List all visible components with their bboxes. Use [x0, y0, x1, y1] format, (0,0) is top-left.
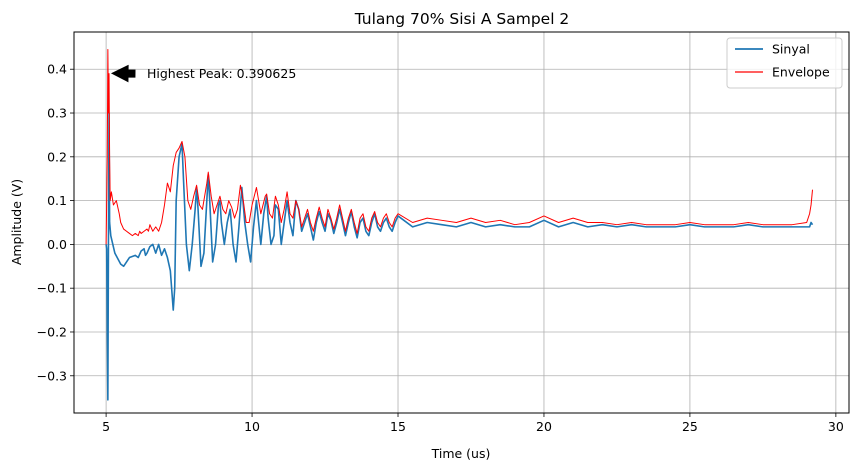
- legend: Sinyal Envelope: [726, 37, 843, 89]
- x-tick-label: 20: [536, 419, 552, 434]
- x-tick-label: 5: [102, 419, 110, 434]
- annotation-arrow: [110, 64, 136, 83]
- y-axis-ticks: −0.3 −0.2 −0.1 0.0 0.1 0.2 0.3 0.4: [37, 62, 74, 383]
- y-tick-label: −0.1: [37, 281, 67, 296]
- x-tick-label: 15: [390, 419, 406, 434]
- annotation-layer: Highest Peak: 0.390625: [110, 64, 296, 83]
- y-tick-label: 0.3: [47, 106, 67, 121]
- legend-label-sinyal: Sinyal: [772, 42, 810, 57]
- y-axis-label: Amplitude (V): [9, 179, 24, 265]
- legend-box: [726, 37, 843, 89]
- x-tick-label: 25: [682, 419, 698, 434]
- legend-label-envelope: Envelope: [772, 65, 830, 80]
- y-tick-label: 0.4: [47, 62, 67, 77]
- x-axis-label: Time (us): [431, 446, 491, 461]
- x-tick-label: 10: [244, 419, 260, 434]
- y-tick-label: −0.2: [37, 324, 67, 339]
- grid-lines: [74, 32, 849, 413]
- y-tick-label: 0.0: [47, 237, 67, 252]
- chart-title: Tulang 70% Sisi A Sampel 2: [354, 10, 570, 28]
- x-axis-ticks: 5 10 15 20 25 30: [102, 413, 844, 434]
- series-line-envelope: [105, 49, 814, 245]
- series-line-sinyal: [105, 112, 814, 401]
- y-tick-label: 0.2: [47, 149, 67, 164]
- series-layer: [105, 49, 814, 401]
- plot-frame: [73, 31, 850, 414]
- y-tick-label: −0.3: [37, 368, 67, 383]
- y-tick-label: 0.1: [47, 193, 67, 208]
- x-tick-label: 30: [828, 419, 844, 434]
- annotation-text: Highest Peak: 0.390625: [147, 66, 296, 81]
